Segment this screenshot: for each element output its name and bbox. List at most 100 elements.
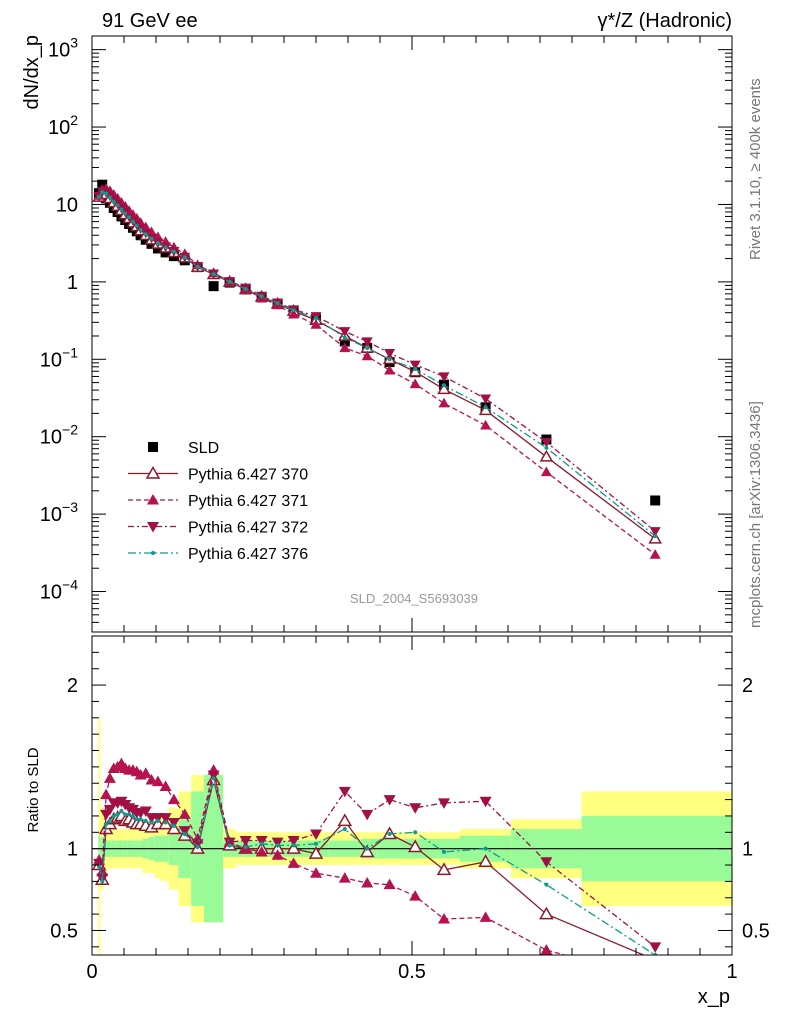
- main-y-axis-label: dN/dx_p: [21, 35, 43, 110]
- ratio-point-p371: [178, 808, 191, 819]
- ratio-point-p376: [127, 812, 132, 817]
- ratio-point-p372: [223, 837, 236, 849]
- ratio-point-p372: [338, 786, 351, 798]
- ratio-point-p376: [149, 820, 154, 825]
- ratio-point-p370: [337, 813, 353, 827]
- ratio-point-p376: [243, 845, 248, 850]
- ratio-y-tick-label-left: 1: [67, 839, 78, 861]
- main-y-tick-label: 10−2: [40, 422, 78, 449]
- ratio-point-p376: [134, 817, 139, 822]
- ratio-point-p372: [207, 770, 220, 782]
- ratio-point-p372: [287, 835, 300, 847]
- ratio-point-p376: [143, 818, 148, 823]
- ratio-point-p372: [310, 829, 322, 840]
- main-point-p371: [409, 378, 421, 389]
- main-point-p372: [649, 527, 661, 537]
- main-point-p376: [138, 227, 143, 232]
- main-line-p376: [98, 191, 656, 537]
- ratio-point-p376: [442, 849, 446, 854]
- ratio-point-p376: [227, 843, 232, 848]
- main-point-p371: [384, 364, 396, 375]
- ratio-point-p370: [436, 862, 452, 876]
- main-point-p372: [361, 337, 373, 347]
- ratio-point-p371: [103, 772, 116, 783]
- main-point-p376: [483, 405, 488, 410]
- ratio-point-p376: [387, 831, 392, 836]
- x-tick-label: 0.5: [398, 961, 426, 983]
- main-y-tick-label: 10−1: [40, 344, 78, 371]
- main-point-p370: [648, 531, 662, 544]
- ratio-point-p376: [544, 882, 549, 887]
- ratio-point-p372: [151, 813, 164, 824]
- ratio-point-p376: [211, 776, 216, 781]
- ratio-point-p376: [182, 831, 187, 836]
- ratio-point-p376: [275, 843, 280, 848]
- main-y-tick-label: 102: [48, 112, 78, 139]
- ratio-point-p372: [649, 942, 662, 953]
- ratio-point-p371: [159, 780, 172, 792]
- ratio-point-p372: [191, 839, 204, 850]
- ratio-point-p372: [139, 806, 152, 818]
- main-point-p376: [653, 534, 658, 539]
- main-point-p376: [275, 301, 280, 306]
- ratio-point-p372: [167, 817, 180, 829]
- main-point-p371: [540, 466, 552, 477]
- ratio-point-p370: [308, 846, 324, 859]
- ratio-point-p371: [649, 974, 661, 985]
- legend-marker-p376: [151, 551, 155, 555]
- ratio-point-p372: [409, 803, 422, 814]
- ratio-point-p376: [130, 813, 135, 818]
- main-y-tick-label: 1: [67, 272, 78, 294]
- top-right-title: γ*/Z (Hadronic): [598, 10, 732, 32]
- main-line-p372: [98, 190, 656, 532]
- legend-label-p372: Pythia 6.427 372: [188, 520, 308, 537]
- ratio-point-p371: [139, 767, 152, 778]
- ratio-point-p376: [111, 813, 116, 818]
- ratio-point-p371: [151, 775, 164, 787]
- ratio-point-p376: [115, 812, 120, 817]
- legend-label-p370: Pythia 6.427 370: [188, 467, 308, 484]
- main-point-p376: [342, 335, 347, 340]
- main-point-p376: [291, 308, 296, 313]
- ratio-point-p376: [119, 809, 124, 814]
- main-point-p376: [104, 191, 109, 196]
- ratio-y-tick-label-left: 2: [67, 675, 78, 697]
- main-point-p376: [442, 383, 446, 388]
- ratio-point-p376: [123, 812, 128, 817]
- main-point-p376: [387, 357, 392, 362]
- ratio-point-p376: [104, 822, 109, 827]
- main-point-p376: [97, 194, 102, 199]
- main-point-p376: [195, 264, 200, 269]
- ratio-y-tick-label-right: 2: [742, 675, 753, 697]
- x-tick-label: 1: [726, 961, 737, 983]
- ratio-point-p372: [361, 809, 374, 821]
- ratio-point-p376: [138, 817, 143, 822]
- ratio-point-p376: [365, 846, 370, 851]
- ratio-point-p371: [96, 865, 109, 877]
- ratio-point-p370: [359, 844, 375, 858]
- ratio-point-p371: [383, 878, 396, 890]
- main-point-p376: [171, 249, 176, 254]
- main-point-p376: [130, 219, 135, 224]
- main-point-p370: [539, 449, 554, 462]
- x-tick-label: 0: [86, 961, 97, 983]
- main-point-p376: [243, 286, 248, 291]
- ratio-point-p376: [342, 827, 347, 832]
- ratio-point-p376: [195, 845, 200, 850]
- legend-marker-data: [148, 442, 158, 452]
- ratio-point-p371: [287, 857, 300, 868]
- main-point-p370: [437, 382, 451, 395]
- main-point-p371: [310, 319, 322, 329]
- ratio-line-p376: [98, 778, 656, 955]
- main-point-p376: [123, 211, 128, 216]
- ratio-y-tick-label-right: 0.5: [742, 920, 770, 942]
- ratio-point-p372: [479, 796, 492, 808]
- ratio-point-p376: [314, 841, 318, 846]
- main-frame: [91, 35, 733, 633]
- legend-marker-p372: [147, 522, 159, 533]
- ratio-point-p371: [100, 788, 113, 800]
- ratio-point-p370: [407, 839, 423, 853]
- side-label-bottom: mcplots.cern.ch [arXiv:1306.3436]: [747, 401, 764, 628]
- ratio-point-p370: [286, 841, 301, 854]
- main-point-p376: [163, 245, 168, 250]
